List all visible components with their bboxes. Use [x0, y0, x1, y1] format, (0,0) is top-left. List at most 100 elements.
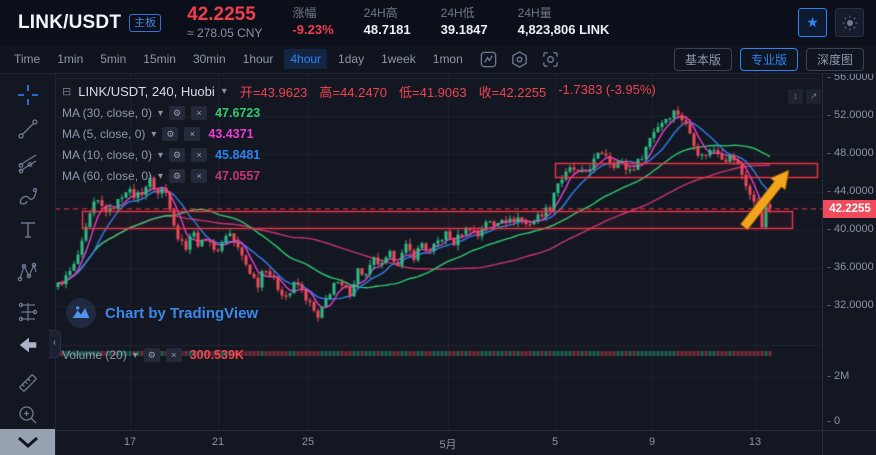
pane-move-button[interactable]: ↕ [788, 89, 803, 104]
ma-60-row: MA (60, close, 0) ▾ ⚙ × 47.0557 [62, 167, 260, 185]
interval-30min[interactable]: 30min [192, 52, 226, 66]
forecast-tool[interactable] [14, 298, 42, 326]
lines-group-icon [18, 154, 37, 174]
depth-view-button[interactable]: 深度图 [805, 47, 864, 71]
interval-1week[interactable]: 1week [381, 52, 416, 66]
ma-5-row: MA (5, close, 0) ▾ ⚙ × 43.4371 [62, 125, 254, 143]
price-axis[interactable]: 42.2255 56.0000 52.0000 48.0000 44.0000 40.0… [822, 71, 876, 455]
date-tick-label: 9 [648, 436, 656, 448]
interval-4hour[interactable]: 4hour [284, 49, 328, 69]
ohlc-low: 低=41.9063 [399, 85, 467, 100]
volume-indicator-row: Volume (20) ▾ ⚙ × 300.539K [62, 348, 244, 362]
chevron-down-icon [17, 436, 38, 449]
xabcd-pattern-icon [17, 262, 37, 282]
ma-10-row: MA (10, close, 0) ▾ ⚙ × 45.8481 [62, 146, 260, 164]
volume-settings-button[interactable]: ⚙ [143, 348, 160, 362]
ruler-tool[interactable] [14, 369, 42, 397]
axis-tick-label: 52.0000 [827, 109, 874, 121]
caret-down-icon[interactable]: ▾ [158, 107, 164, 119]
stat-label: 24H高 [363, 6, 398, 21]
hide-drawings-tool[interactable] [14, 331, 42, 359]
pro-view-button[interactable]: 专业版 [739, 47, 798, 71]
board-badge[interactable]: 主板 [129, 13, 162, 32]
stat-label: 涨幅 [292, 6, 317, 21]
sidebar-collapse-handle[interactable]: ‹ [49, 330, 61, 358]
price-chart-canvas[interactable] [55, 73, 822, 430]
arrow-left-icon [19, 337, 37, 353]
interval-time[interactable]: Time [14, 52, 41, 66]
ma-remove-button[interactable]: × [191, 106, 208, 120]
ma-label[interactable]: MA (60, close, 0) [62, 169, 153, 183]
axis-tick-label: 2M [827, 370, 849, 382]
ma-value: 45.8481 [215, 148, 261, 162]
ma-remove-button[interactable]: × [184, 127, 201, 141]
screenshot-button[interactable] [540, 50, 562, 68]
toolbar-collapse-button[interactable] [0, 429, 55, 455]
stat-24h-high: 24H高 48.7181 [363, 6, 411, 38]
ma-30-row: MA (30, close, 0) ▾ ⚙ × 47.6723 [62, 104, 260, 122]
forecast-icon [18, 302, 38, 322]
ohlc-open: 开=43.9623 [239, 85, 308, 100]
interval-1mon[interactable]: 1mon [432, 52, 463, 66]
ohlc-high: 高=44.2470 [319, 85, 388, 100]
stat-label: 24H量 [517, 6, 552, 21]
trend-line-icon [18, 119, 38, 139]
ma-remove-button[interactable]: × [191, 148, 208, 162]
interval-1hour[interactable]: 1hour [242, 52, 274, 66]
legend-caret-icon[interactable]: ▾ [221, 86, 227, 97]
caret-down-icon[interactable]: ▾ [158, 170, 164, 182]
brush-icon [19, 187, 38, 205]
date-tick-label: 21 [211, 436, 225, 448]
zoom-in-tool[interactable] [14, 401, 42, 429]
magnifier-plus-icon [19, 406, 37, 424]
caret-down-icon[interactable]: ▾ [132, 349, 138, 361]
trend-line-tool[interactable] [14, 115, 42, 143]
stat-value: 39.1847 [440, 22, 488, 38]
favorite-star-button[interactable]: ★ [798, 8, 827, 37]
date-tick-label: 5 [551, 436, 559, 448]
text-icon [21, 222, 35, 238]
axis-tick-label: 32.0000 [827, 299, 874, 311]
stat-label: 24H低 [440, 6, 475, 21]
text-tool[interactable] [14, 216, 42, 244]
axis-tick-label: 48.0000 [827, 147, 874, 159]
basic-view-button[interactable]: 基本版 [673, 47, 732, 71]
volume-remove-button[interactable]: × [165, 348, 182, 362]
date-tick-label: 25 [301, 436, 315, 448]
legend-symbol[interactable]: LINK/USDT, 240, Huobi [78, 84, 215, 99]
ma-label[interactable]: MA (30, close, 0) [62, 106, 153, 120]
chevron-left-icon: ‹ [52, 337, 57, 348]
axis-tick-label: 56.0000 [827, 71, 874, 83]
drawing-toolbar [0, 73, 56, 455]
crosshair-tool[interactable] [14, 81, 42, 109]
indicators-button[interactable] [509, 50, 531, 68]
interval-1day[interactable]: 1day [338, 52, 365, 66]
theme-toggle-button[interactable] [835, 8, 864, 37]
header: LINK/USDT 主板 42.2255 ≈ 278.05 CNY 涨幅 -9.… [0, 0, 876, 45]
ma-label[interactable]: MA (10, close, 0) [62, 148, 153, 162]
pane-maximize-button[interactable]: ↗ [806, 89, 821, 104]
interval-1min[interactable]: 1min [57, 52, 84, 66]
ma-settings-button[interactable]: ⚙ [169, 148, 186, 162]
ma-settings-button[interactable]: ⚙ [162, 127, 179, 141]
chart-style-button[interactable] [478, 50, 500, 68]
caret-down-icon[interactable]: ▾ [151, 128, 157, 140]
time-axis[interactable]: 17 21 25 5月 5 9 13 [55, 430, 876, 455]
stat-change: 涨幅 -9.23% [292, 6, 333, 38]
ma-remove-button[interactable]: × [191, 169, 208, 183]
ma-label[interactable]: MA (5, close, 0) [62, 127, 146, 141]
interval-15min[interactable]: 15min [143, 52, 176, 66]
interval-5min[interactable]: 5min [100, 52, 127, 66]
ma-settings-button[interactable]: ⚙ [169, 106, 186, 120]
caret-down-icon[interactable]: ▾ [158, 149, 164, 161]
legend-list-icon[interactable]: ⊟ [62, 86, 72, 98]
axis-tick-label: 36.0000 [827, 261, 874, 273]
ruler-icon [19, 374, 37, 392]
ma-value: 47.6723 [215, 106, 261, 120]
xabcd-pattern-tool[interactable] [14, 258, 42, 286]
volume-label[interactable]: Volume (20) [62, 348, 127, 362]
ohlc-close: 收=42.2255 [478, 85, 547, 100]
brush-tool[interactable] [14, 183, 42, 211]
lines-group-tool[interactable] [14, 149, 42, 177]
ma-settings-button[interactable]: ⚙ [169, 169, 186, 183]
